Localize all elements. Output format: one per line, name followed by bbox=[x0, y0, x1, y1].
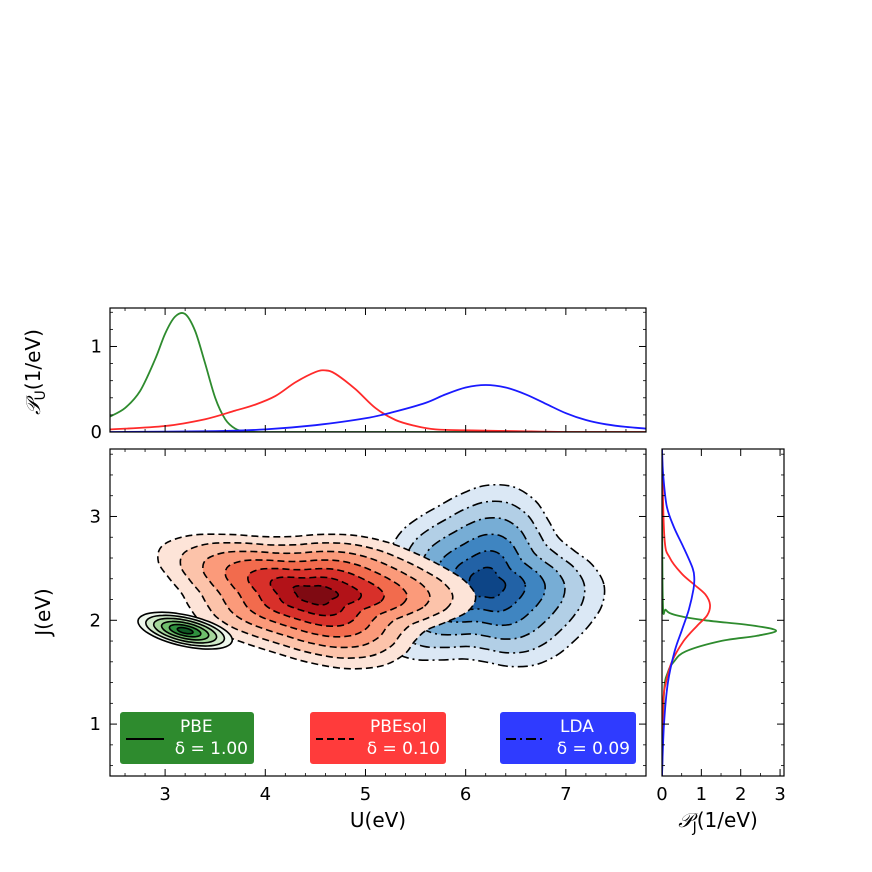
right-line-PBE bbox=[662, 449, 778, 776]
right-ticks: 0 1 2 3 bbox=[656, 449, 786, 805]
right-xlabel-sub: J bbox=[692, 820, 697, 836]
right-xlabel-unit: (1/eV) bbox=[697, 808, 758, 832]
right-lines bbox=[662, 449, 778, 776]
right-line-LDA bbox=[662, 449, 696, 776]
top-ylabel-unit: (1/eV) bbox=[21, 329, 45, 390]
right-xlabel: 𝒫J(1/eV) bbox=[678, 808, 758, 836]
contour-fill-PBE bbox=[177, 627, 193, 634]
main-xtick-label: 5 bbox=[360, 784, 371, 805]
right-line-PBEsol bbox=[662, 449, 711, 776]
right-xtick-label: 1 bbox=[696, 784, 707, 805]
legend-box-PBEsol bbox=[310, 712, 446, 764]
contour-line-LDA bbox=[373, 483, 606, 668]
main-ytick-label: 3 bbox=[90, 506, 101, 527]
contour-line-PBEsol bbox=[292, 584, 340, 606]
legend-box-PBE bbox=[120, 712, 254, 764]
top-line-PBEsol bbox=[110, 369, 646, 432]
right-xtick-label: 3 bbox=[774, 784, 785, 805]
top-ylabel-sub: U bbox=[33, 390, 49, 400]
top-ticks: 01 bbox=[91, 308, 646, 443]
main-ticks: 3 4 5 6 7 1 2 3 bbox=[90, 449, 646, 805]
legend-delta-LDA: δ = 0.09 bbox=[557, 739, 630, 759]
contour-line-PBEsol bbox=[269, 576, 363, 617]
contour-line-PBE bbox=[152, 617, 218, 644]
main-ytick-label: 2 bbox=[90, 610, 101, 631]
contour-line-LDA bbox=[410, 516, 566, 640]
contour-line-PBEsol bbox=[157, 533, 477, 670]
top-lines bbox=[110, 311, 646, 432]
top-line-PBE bbox=[110, 311, 646, 432]
contour-layer bbox=[137, 483, 606, 670]
right-marginal-plot: 0 1 2 3 𝒫J(1/eV) bbox=[656, 448, 786, 836]
legend-label-PBEsol: PBEsol bbox=[370, 717, 427, 737]
top-line-LDA bbox=[110, 384, 646, 432]
legend-delta-PBE: δ = 1.00 bbox=[175, 739, 248, 759]
contour-line-PBE bbox=[168, 623, 202, 638]
legend-label-LDA: LDA bbox=[560, 717, 594, 737]
right-xtick-label: 0 bbox=[656, 784, 667, 805]
contour-line-PBEsol bbox=[224, 559, 408, 638]
contour-line-PBE bbox=[145, 614, 226, 647]
top-ytick-label: 1 bbox=[91, 336, 102, 357]
legend-label-PBE: PBE bbox=[180, 717, 213, 737]
main-xlabel: U(eV) bbox=[350, 808, 406, 832]
contour-line-PBEsol bbox=[202, 550, 431, 649]
main-ytick-label: 1 bbox=[90, 714, 101, 735]
main-xtick-label: 7 bbox=[560, 784, 571, 805]
contour-line-PBEsol bbox=[179, 541, 454, 659]
right-xtick-label: 2 bbox=[735, 784, 746, 805]
right-axes-frame bbox=[661, 448, 785, 777]
legend-box-LDA bbox=[500, 712, 636, 764]
contour-line-PBE bbox=[160, 620, 210, 641]
main-xtick-label: 6 bbox=[460, 784, 471, 805]
top-ytick-label: 0 bbox=[91, 422, 102, 443]
contour-line-PBE bbox=[137, 611, 234, 650]
legend-delta-PBEsol: δ = 0.10 bbox=[367, 739, 440, 759]
top-ylabel: 𝒫U(1/eV) bbox=[21, 329, 49, 415]
contour-fill-LDA bbox=[467, 567, 506, 598]
main-ylabel: J(eV) bbox=[31, 588, 55, 638]
main-xtick-label: 4 bbox=[260, 784, 271, 805]
main-xtick-label: 3 bbox=[159, 784, 170, 805]
contour-line-PBE bbox=[176, 626, 194, 635]
top-axes-frame bbox=[109, 307, 647, 433]
top-marginal-plot: 01 𝒫U(1/eV) bbox=[21, 307, 647, 443]
main-axes-frame bbox=[109, 448, 647, 777]
contour-line-PBEsol bbox=[247, 567, 385, 628]
